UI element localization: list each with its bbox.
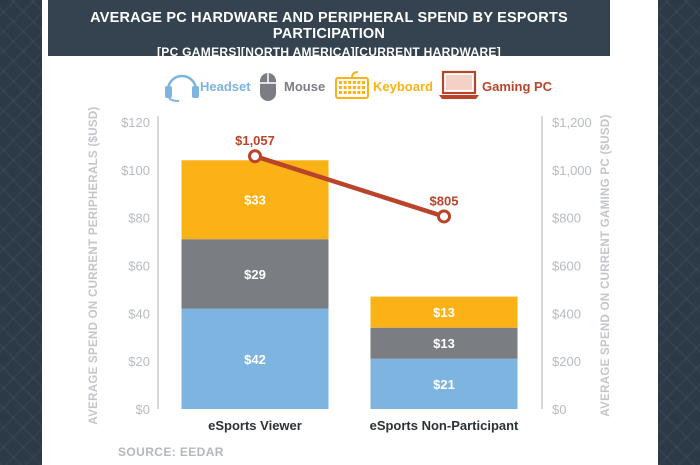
source-note: SOURCE: EEDAR <box>118 445 224 459</box>
bar-data-label: $21 <box>433 377 455 392</box>
left-tick-label: $120 <box>121 115 150 130</box>
right-tick-label: $1,200 <box>552 115 592 130</box>
left-axis-title: AVERAGE SPEND ON CURRENT PERIPHERALS ($U… <box>88 106 100 424</box>
legend-label-headset: Headset <box>200 79 251 94</box>
left-tick-label: $40 <box>128 306 150 321</box>
keyboard-icon <box>339 86 342 89</box>
keyboard-icon <box>352 81 356 84</box>
chart-subtitle: [PC GAMERS][NORTH AMERICA][CURRENT HARDW… <box>156 45 502 59</box>
chart-title: AVERAGE PC HARDWARE AND PERIPHERAL SPEND… <box>90 10 568 42</box>
keyboard-icon <box>343 86 347 89</box>
right-tick-label: $0 <box>552 402 566 417</box>
keyboard-icon <box>343 81 347 84</box>
category-label: eSports Viewer <box>208 418 302 433</box>
gaming-pc-icon <box>446 75 472 90</box>
keyboard-icon <box>348 91 352 94</box>
gaming-pc-point <box>437 209 451 224</box>
keyboard-icon <box>352 91 356 94</box>
right-tick-label: $1,000 <box>552 163 592 178</box>
bar-data-label: $29 <box>244 267 266 282</box>
keyboard-icon <box>357 86 361 89</box>
left-tick-label: $80 <box>128 211 150 226</box>
left-tick-label: $60 <box>128 259 150 274</box>
gaming-pc-data-label: $1,057 <box>235 133 275 148</box>
left-tick-label: $100 <box>121 163 150 178</box>
keyboard-icon <box>352 86 356 89</box>
bar-data-label: $13 <box>433 305 455 320</box>
keyboard-icon <box>362 86 365 89</box>
keyboard-icon <box>362 81 365 84</box>
headset-icon <box>168 97 180 102</box>
mouse-icon <box>260 73 276 101</box>
legend-label-keyboard: Keyboard <box>373 79 433 94</box>
bar-segment-headset <box>181 308 329 409</box>
keyboard-icon <box>357 91 361 94</box>
keyboard-icon <box>357 81 361 84</box>
bar-data-label: $13 <box>433 336 455 351</box>
gaming-pc-line <box>254 154 445 219</box>
bar-data-label: $42 <box>244 352 266 367</box>
bar-segment-keyboard <box>370 296 518 328</box>
bar-segment-headset <box>370 358 518 409</box>
headset-icon <box>165 86 172 98</box>
headset-icon <box>192 86 199 98</box>
legend-label-mouse: Mouse <box>284 79 325 94</box>
left-tick-label: $20 <box>128 354 150 369</box>
gaming-pc-icon <box>439 95 479 99</box>
keyboard-icon <box>348 81 352 84</box>
right-axis-title: AVERAGE SPEND ON CURRENT GAMING PC ($USD… <box>600 114 612 416</box>
legend-label-gaming-pc: Gaming PC <box>482 79 553 94</box>
keyboard-icon <box>339 91 342 94</box>
bar-segment-mouse <box>181 239 329 309</box>
keyboard-icon <box>348 86 352 89</box>
keyboard-icon <box>362 91 365 94</box>
keyboard-icon <box>335 77 369 99</box>
bar-segment-mouse <box>370 327 518 359</box>
right-tick-label: $400 <box>552 306 581 321</box>
gaming-pc-point <box>248 149 262 164</box>
left-tick-label: $0 <box>136 402 150 417</box>
bar-data-label: $33 <box>244 193 266 208</box>
right-tick-label: $800 <box>552 211 581 226</box>
right-tick-label: $200 <box>552 354 581 369</box>
category-label: eSports Non-Participant <box>370 418 519 433</box>
keyboard-icon <box>339 81 342 84</box>
gaming-pc-data-label: $805 <box>430 193 459 208</box>
gaming-pc-icon <box>441 70 477 95</box>
title-bar: AVERAGE PC HARDWARE AND PERIPHERAL SPEND… <box>48 0 610 59</box>
right-tick-label: $600 <box>552 259 581 274</box>
keyboard-icon <box>343 91 347 94</box>
headset-icon <box>166 74 198 91</box>
